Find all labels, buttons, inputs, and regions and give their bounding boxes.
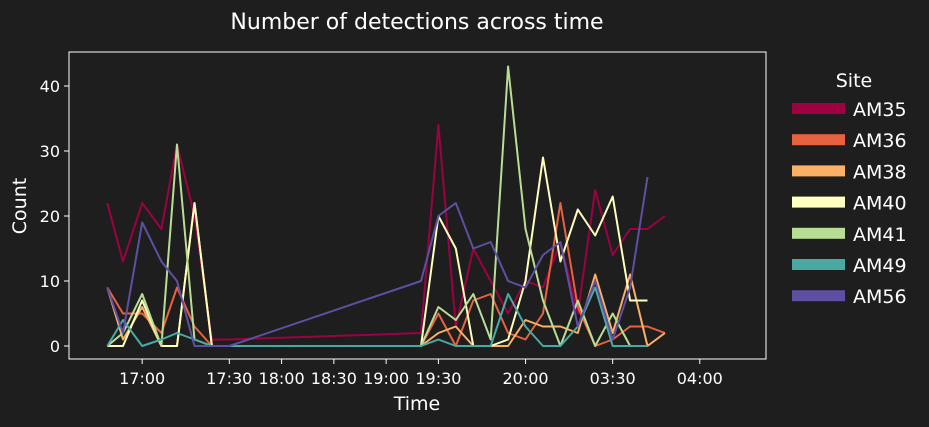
legend-swatch — [792, 196, 845, 208]
legend-label: AM38 — [853, 161, 907, 183]
y-axis-label: Count — [9, 178, 31, 234]
x-tick-label: 03:30 — [590, 369, 636, 388]
series-line-am40 — [107, 156, 648, 347]
legend-label: AM35 — [853, 99, 907, 121]
x-tick-label: 18:00 — [259, 369, 305, 388]
y-tick-label: 10 — [40, 272, 60, 291]
y-tick-label: 0 — [50, 337, 60, 356]
legend-swatch — [792, 259, 845, 270]
x-tick-label: 20:00 — [502, 369, 548, 388]
y-tick-label: 30 — [40, 142, 60, 161]
series-line-am41 — [106, 65, 648, 347]
legend-label: AM41 — [853, 224, 907, 246]
legend-swatch — [792, 290, 845, 302]
x-tick-label: 19:00 — [363, 369, 409, 388]
series-line-am49 — [106, 286, 648, 347]
y-tick-label: 20 — [40, 207, 60, 226]
x-tick-label: 19:30 — [415, 369, 461, 388]
x-tick-label: 18:30 — [311, 369, 357, 388]
legend-label: AM56 — [853, 286, 907, 308]
x-axis: 17:00 17:30 18:00 18:30 19:00 19:30 20:00 03:30… — [119, 359, 723, 388]
legend-swatch — [792, 165, 845, 177]
x-tick-label: 17:30 — [206, 369, 252, 388]
plot-area — [68, 51, 767, 360]
x-axis-label: Time — [393, 393, 441, 415]
legend-swatch — [792, 227, 845, 239]
legend-label: AM49 — [853, 255, 907, 277]
legend-swatch — [792, 103, 845, 114]
legend-label: AM36 — [853, 130, 907, 152]
legend-title: Site — [836, 70, 872, 92]
x-tick-label: 17:00 — [119, 369, 165, 388]
series-line-am36 — [106, 202, 666, 347]
series-line-am56 — [106, 176, 649, 347]
legend-label: AM40 — [853, 193, 907, 215]
chart-title: Number of detections across time — [230, 10, 603, 35]
legend: Site AM35 AM36 AM38 AM40 AM41 AM49 AM56 — [792, 70, 907, 308]
x-tick-label: 04:00 — [677, 369, 723, 388]
series-lines — [106, 65, 666, 347]
y-axis: 0 10 20 30 40 — [40, 77, 69, 356]
y-tick-label: 40 — [40, 77, 60, 96]
legend-swatch — [792, 134, 845, 146]
